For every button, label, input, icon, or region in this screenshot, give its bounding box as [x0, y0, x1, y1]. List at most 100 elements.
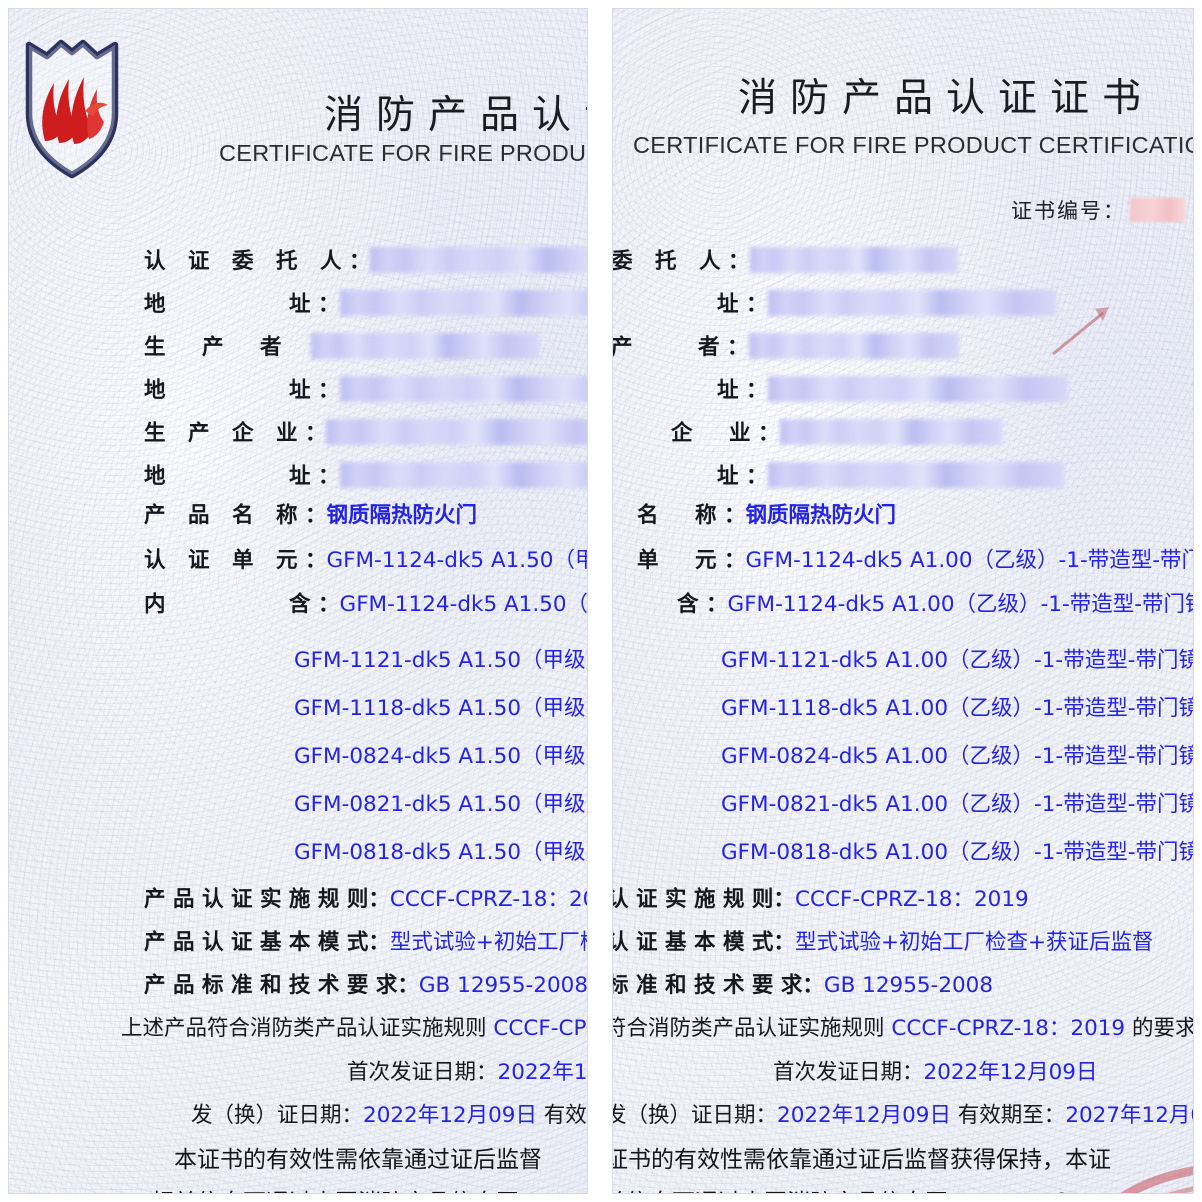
field-row-producer: 产 者：	[612, 333, 959, 360]
certificate-sheet-right: 消防产品认证证书 CERTIFICATE FOR FIRE PRODUCT CE…	[613, 9, 1193, 1193]
field-row-rule: 产 品 认 证 实 施 规 则：CCCF-CPRZ-18：2019	[144, 882, 587, 913]
model-item: GFM-1124-dk5 A1.50（甲级）	[339, 592, 588, 617]
field-row-factory-address: 地 址：	[144, 462, 587, 489]
model-item: GFM-0818-dk5 A1.00（乙级）-1-带造型-带门镜	[721, 840, 1194, 865]
reissue-date-row: 发（换）证日期：2022年12月09日 有效期	[191, 1098, 587, 1129]
field-label-applicant: 委 托 人	[612, 249, 728, 274]
field-sep: ：	[746, 464, 768, 489]
model-item: GFM-1124-dk5 A1.00（乙级）-1-带造型-带门镜	[727, 592, 1194, 617]
validity-note-line-2: 关信息可通过中国消防产品信息网 www.cccf.com.c	[613, 1183, 1138, 1193]
field-label-rule: 产 品 认 证 实 施 规 则：	[144, 887, 390, 912]
field-row-applicant: 认 证 委 托 人：	[144, 247, 587, 274]
model-item: GFM-0824-dk5 A1.50（甲级）	[294, 744, 588, 769]
field-value-cert-unit: GFM-1124-dk5 A1.50（甲级）	[326, 548, 587, 573]
redacted-value-factory	[779, 419, 1002, 445]
field-row-cert-unit: 单 元：GFM-1124-dk5 A1.00（乙级）-1-带造型-带门镜	[637, 548, 1194, 573]
field-label-producer-address: 址	[717, 378, 747, 403]
field-row-rule: 认 证 实 施 规 则：CCCF-CPRZ-18：2019	[612, 882, 1029, 913]
redacted-value-applicant-address	[339, 290, 587, 316]
redacted-value-applicant	[370, 247, 587, 273]
model-item: GFM-0821-dk5 A1.50（甲级）	[294, 792, 588, 817]
model-item: GFM-1121-dk5 A1.00（乙级）-1-带造型-带门镜	[721, 648, 1194, 673]
first-issue-date-label: 首次发证日期：	[773, 1060, 924, 1085]
field-value-mode: 型式试验+初始工厂检查+	[389, 930, 587, 955]
field-sep: ：	[318, 292, 340, 317]
conformance-rule: CCCF-CPRZ	[493, 1016, 587, 1041]
model-item: GFM-1118-dk5 A1.00（乙级）-1-带造型-带门镜	[721, 696, 1194, 721]
field-sep: ：	[304, 421, 327, 446]
validity-note-text: 关信息可通过中国消防产品信息网	[613, 1190, 955, 1193]
field-label-factory: 企 业	[671, 421, 759, 446]
field-label-cert-unit: 认 证 单 元	[144, 548, 305, 573]
certificate-title-cn: 消防产品认证证书	[324, 93, 587, 138]
conformance-prefix: 符合消防类产品认证实施规则	[612, 1016, 892, 1041]
field-row-factory-address: 址：	[717, 462, 1064, 488]
field-value-product-name: 钢质隔热防火门	[745, 503, 897, 528]
field-row-contains: 含：GFM-1124-dk5 A1.00（乙级）-1-带造型-带门镜	[677, 592, 1194, 617]
validity-note-line-1: 本证书的有效性需依靠通过证后监督	[174, 1147, 542, 1173]
china-fire-shield-emblem-icon	[23, 29, 121, 179]
field-label-cert-unit: 单 元	[637, 548, 725, 573]
field-label-applicant-address: 地 址	[144, 292, 319, 317]
certificate-title-en: CERTIFICATE FOR FIRE PRODUCT CERTIFICATI…	[219, 140, 587, 166]
validity-note-line-2: 相关信息可通过中国消防产品信息网 w	[151, 1183, 545, 1193]
first-issue-date-row: 首次发证日期：2022年12月	[347, 1055, 588, 1086]
field-value-product-name: 钢质隔热防火门	[326, 503, 477, 528]
field-row-contains: 内 含：GFM-1124-dk5 A1.50（甲级）	[144, 592, 588, 617]
field-row-product-name: 产 品 名 称：钢质隔热防火门	[144, 503, 477, 528]
field-label-contains: 内 含	[144, 592, 319, 617]
valid-until-label: 有效期至：	[957, 1103, 1066, 1128]
field-label-producer: 产 者	[612, 335, 728, 360]
field-value-cert-unit: GFM-1124-dk5 A1.00（乙级）-1-带造型-带门镜	[745, 548, 1194, 573]
reissue-date-value: 2022年12月09日	[363, 1103, 537, 1128]
field-label-mode: 产 品 认 证 基 本 模 式：	[144, 930, 390, 955]
model-item: GFM-0821-dk5 A1.00（乙级）-1-带造型-带门镜	[721, 792, 1194, 817]
field-label-factory-address: 址	[717, 464, 747, 489]
valid-until-value: 2027年12月0	[1065, 1103, 1194, 1128]
conformance-statement: 符合消防类产品认证实施规则 CCCF-CPRZ-18：2019 的要求	[612, 1011, 1194, 1042]
redacted-value-factory-address	[767, 462, 1064, 488]
field-sep: ：	[318, 464, 340, 489]
first-issue-date-value: 2022年12月	[497, 1060, 588, 1085]
field-row-producer-address: 址：	[717, 376, 1068, 402]
field-row-applicant: 委 托 人：	[612, 247, 958, 274]
field-sep: ：	[758, 421, 780, 446]
field-sep: ：	[746, 292, 768, 317]
field-label-producer: 生 产 者	[144, 335, 290, 360]
certificate-sheet-left: 消防产品认证证书 CERTIFICATE FOR FIRE PRODUCT CE…	[9, 9, 587, 1193]
redacted-value-producer	[748, 333, 959, 359]
field-label-factory-address: 地 址	[144, 464, 319, 489]
model-item: GFM-0824-dk5 A1.00（乙级）-1-带造型-带门镜	[721, 744, 1194, 769]
certificate-number-label: 证书编号：	[1011, 199, 1126, 223]
redacted-value-factory	[326, 419, 587, 445]
first-issue-date-row: 首次发证日期：2022年12月09日	[773, 1055, 1097, 1086]
field-row-cert-unit: 认 证 单 元：GFM-1124-dk5 A1.50（甲级）	[144, 548, 587, 573]
conformance-statement: 上述产品符合消防类产品认证实施规则 CCCF-CPRZ	[121, 1011, 587, 1042]
field-row-producer-address: 地 址：	[144, 376, 587, 403]
conformance-prefix: 上述产品符合消防类产品认证实施规则	[121, 1016, 494, 1041]
field-value-rule: CCCF-CPRZ-18：2019	[389, 887, 587, 912]
model-item: GFM-1118-dk5 A1.50（甲级）	[294, 696, 588, 721]
redacted-value-applicant-address	[767, 290, 1056, 316]
field-sep: ：	[746, 378, 768, 403]
field-row-applicant-address: 地 址：	[144, 290, 587, 317]
certificate-title-en: CERTIFICATE FOR FIRE PRODUCT CERTIFICATI…	[633, 132, 1194, 158]
field-label-rule: 认 证 实 施 规 则：	[612, 887, 795, 912]
field-row-standard: 标 准 和 技 术 要 求：GB 12955-2008	[613, 968, 994, 999]
certificate-title-cn: 消防产品认证证书	[738, 76, 1155, 121]
first-issue-date-label: 首次发证日期：	[347, 1060, 498, 1085]
field-row-mode: 认 证 基 本 模 式：型式试验+初始工厂检查+获证后监督	[613, 925, 1153, 956]
field-sep: ：	[318, 378, 340, 403]
redacted-value-producer-address	[767, 376, 1068, 402]
field-value-standard: GB 12955-2008	[823, 973, 994, 998]
valid-until-label-text: 有效期	[543, 1103, 587, 1128]
certificate-number-row: 证书编号：	[1011, 195, 1186, 225]
field-sep: ：	[348, 249, 371, 274]
conformance-suffix: 的要求	[1125, 1016, 1194, 1041]
field-sep: ：	[727, 335, 749, 360]
validity-note-line-1: 证书的有效性需依靠通过证后监督获得保持，本证	[612, 1147, 1111, 1173]
field-row-factory: 生 产 企 业：	[144, 419, 587, 446]
redacted-value-producer	[310, 333, 539, 359]
reissue-date-value: 2022年12月09日	[777, 1103, 951, 1128]
